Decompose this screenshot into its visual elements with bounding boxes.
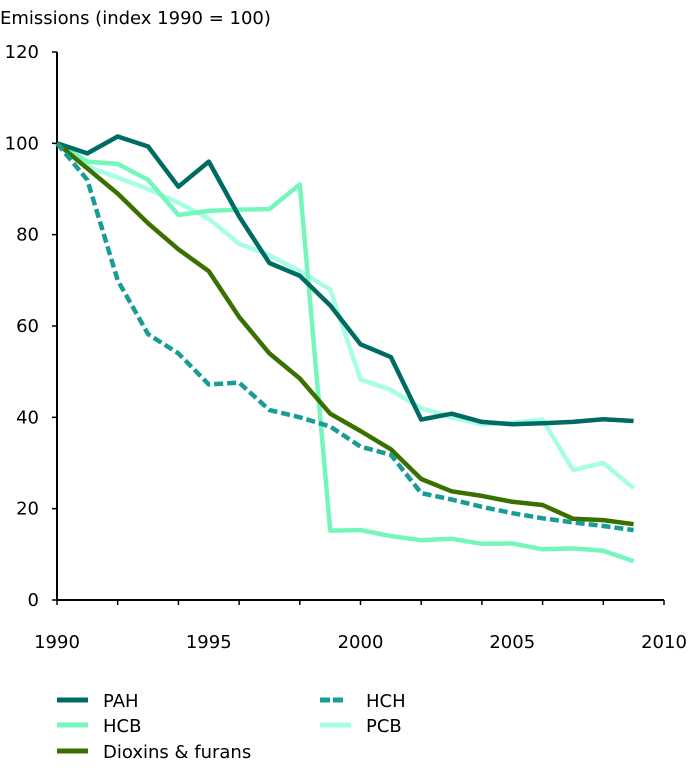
x-tick-label: 1995: [186, 632, 232, 653]
x-tick-label: 1990: [34, 632, 80, 653]
legend-label: Dioxins & furans: [103, 742, 251, 763]
series-line-pah: [56, 134, 634, 427]
x-tick-label: 2000: [338, 632, 384, 653]
y-tick-label: 100: [5, 133, 39, 154]
series-line-hcb: [55, 141, 635, 564]
legend-label: PCB: [366, 716, 402, 737]
series-lines: [55, 134, 636, 564]
x-tick-label: 2010: [641, 632, 687, 653]
series-line-hch: [55, 141, 634, 533]
legend: PAH HCB Dioxins & furans HCH PCB: [57, 691, 406, 763]
y-tick-label: 120: [5, 42, 39, 63]
series-line-dioxins-furans: [55, 141, 634, 527]
axes: 0 20 40 60 80 100 120 1990 1995 2000 2005 2010: [5, 42, 687, 653]
legend-label: PAH: [103, 691, 139, 712]
series-line-pcb: [55, 141, 636, 490]
y-tick-label: 20: [16, 499, 39, 520]
legend-label: HCH: [366, 691, 406, 712]
y-tick-label: 80: [16, 225, 39, 246]
y-axis-title: Emissions (index 1990 = 100): [0, 8, 271, 29]
x-tick-label: 2005: [489, 632, 535, 653]
y-tick-label: 0: [28, 590, 39, 611]
legend-label: HCB: [103, 716, 141, 737]
y-tick-label: 40: [16, 407, 39, 428]
y-tick-label: 60: [16, 316, 39, 337]
